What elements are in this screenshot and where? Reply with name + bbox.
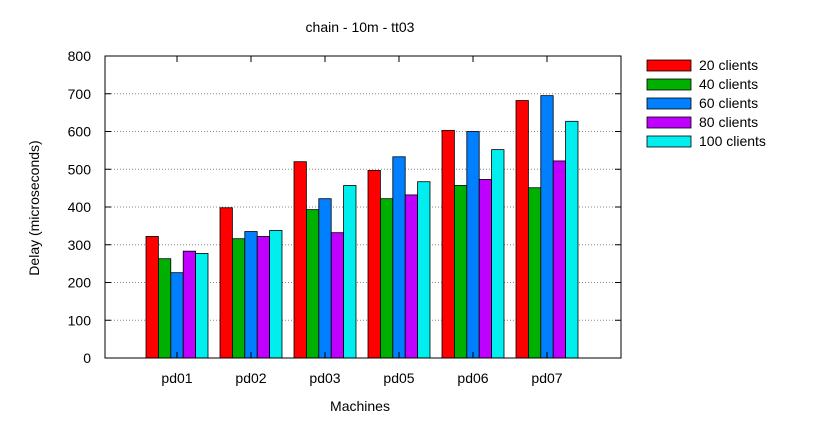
bar — [478, 179, 493, 359]
y-tick-label: 500 — [68, 161, 92, 177]
x-tick-label: pd02 — [235, 370, 266, 386]
plot-frame — [104, 55, 622, 359]
bar — [343, 185, 357, 359]
bar — [379, 198, 394, 359]
bar — [417, 181, 431, 359]
bar — [552, 160, 567, 359]
bar — [453, 185, 468, 359]
legend-label: 80 clients — [699, 114, 758, 130]
bar — [157, 258, 172, 359]
y-tick-label: 200 — [68, 275, 92, 291]
axes: 0 100 200 300 400 500 600 700 800 pd01 pd02 pd03 pd0… — [68, 48, 622, 386]
legend-label: 40 clients — [699, 76, 758, 92]
x-tick-label: pd07 — [531, 370, 562, 386]
bar — [318, 198, 332, 359]
bar — [269, 230, 283, 359]
y-tick-label: 300 — [68, 237, 92, 253]
legend-label: 20 clients — [699, 57, 758, 73]
y-tick-label: 0 — [83, 350, 91, 366]
bar — [491, 149, 505, 359]
legend-swatch — [646, 116, 692, 129]
bar — [244, 231, 258, 359]
x-tick-label: pd01 — [161, 370, 192, 386]
y-tick-label: 700 — [68, 86, 92, 102]
y-axis-label: Delay (microseconds) — [26, 140, 42, 275]
x-tick-label: pd05 — [383, 370, 414, 386]
y-tick-label: 600 — [68, 124, 92, 140]
bar — [441, 129, 455, 359]
bar — [565, 120, 579, 359]
bar — [170, 272, 184, 359]
legend-swatch — [646, 78, 692, 91]
chart-title: chain - 10m - tt03 — [306, 19, 415, 35]
bar — [195, 253, 209, 359]
bar — [367, 169, 381, 359]
x-tick-label: pd06 — [457, 370, 488, 386]
bar — [392, 156, 406, 359]
bar — [404, 194, 419, 359]
bar — [515, 100, 529, 359]
bar — [305, 209, 320, 359]
bar — [231, 238, 246, 359]
bar — [330, 232, 345, 359]
bar — [256, 236, 271, 359]
y-tick-label: 100 — [68, 312, 92, 328]
bar — [540, 95, 554, 359]
bar — [219, 207, 233, 359]
y-tick-label: 400 — [68, 199, 92, 215]
bars — [145, 95, 579, 359]
legend-label: 60 clients — [699, 95, 758, 111]
legend: 20 clients 40 clients 60 clients 80 clients… — [646, 57, 766, 149]
bar — [466, 131, 480, 359]
legend-label: 100 clients — [699, 133, 766, 149]
bar — [528, 187, 542, 359]
legend-swatch — [646, 59, 692, 72]
legend-swatch — [646, 97, 692, 110]
x-tick-label: pd03 — [309, 370, 340, 386]
bar — [145, 236, 159, 359]
bar — [182, 250, 196, 359]
x-axis-label: Machines — [330, 398, 390, 414]
bar — [293, 161, 307, 359]
legend-swatch — [646, 135, 692, 148]
y-tick-label: 800 — [68, 48, 92, 64]
